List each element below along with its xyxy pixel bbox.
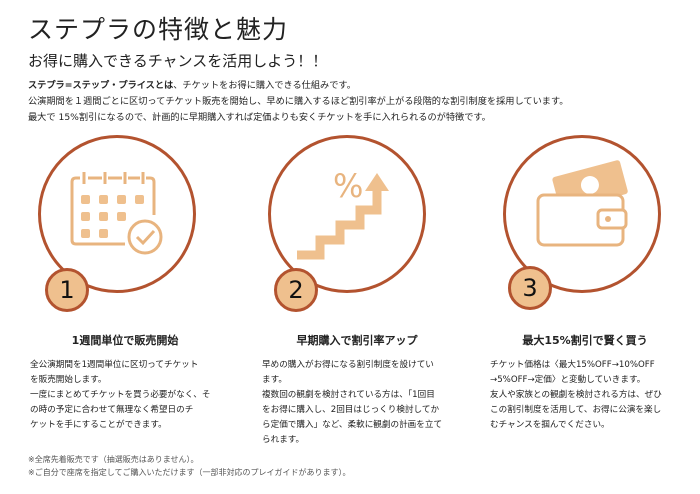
feature-2-title: 早期購入で割引率アップ bbox=[296, 334, 418, 347]
intro-line2: 公演期間を１週間ごとに区切ってチケット販売を開始し、早めに購入するほど割引率が上… bbox=[28, 96, 569, 107]
intro-bold: ステプラ=ステップ・プライスとは bbox=[28, 80, 174, 91]
feature-2-text: 早めの購入がお得になる割引制度を設けてい ます。 複数回の観劇を検討されている方は、… bbox=[262, 360, 443, 445]
footnotes: ※全席先着販売です（抽選販売はありません）。 ※ご自分で座席を指定してご購入いた… bbox=[28, 453, 350, 479]
feature-2-circle bbox=[268, 135, 426, 293]
intro-text: ステプラ=ステップ・プライスとは、チケットをお得に購入できる仕組みです。 公演期… bbox=[28, 78, 568, 126]
calendar-check-icon bbox=[70, 172, 163, 255]
feature-2: 早期購入で割引率アップ 早めの購入がお得になる割引制度を設けてい ます。 複数回の観… bbox=[262, 332, 452, 448]
feature-3-title: 最大15%割引で賢く買う bbox=[522, 334, 648, 347]
footnote: ※全席先着販売です（抽選販売はありません）。 bbox=[28, 455, 199, 464]
footnote: ※ご自分で座席を指定してご購入いただけます（一部非対応のプレイガイドがあります）… bbox=[28, 468, 351, 477]
feature-3: 最大15%割引で賢く買う チケット価格は〈最大15%OFF→10%OFF →5%O… bbox=[490, 332, 680, 433]
intro-line1: 、チケットをお得に購入できる仕組みです。 bbox=[173, 80, 356, 91]
percent-stairs-icon: % bbox=[297, 167, 389, 260]
feature-1: 1週間単位で販売開始 全公演期間を1週間単位に区切ってチケット を販売開始します。… bbox=[30, 332, 220, 433]
feature-1-text: 全公演期間を1週間単位に区切ってチケット を販売開始します。 一度にまとめてチケット… bbox=[30, 360, 211, 430]
feature-3-badge: 3 bbox=[508, 266, 552, 310]
feature-1-title: 1週間単位で販売開始 bbox=[71, 334, 179, 347]
feature-3-text: チケット価格は〈最大15%OFF→10%OFF →5%OFF→定価〉と変動していき… bbox=[490, 360, 662, 430]
page-subtitle: お得に購入できるチャンスを活用しよう！！ bbox=[28, 52, 328, 70]
page-title: ステプラの特徴と魅力 bbox=[28, 15, 289, 44]
intro-line3: 最大で 15%割引になるので、計画的に早期購入すれば定価よりも安くチケットを手に… bbox=[28, 112, 491, 123]
feature-2-badge: 2 bbox=[274, 268, 318, 312]
svg-text:%: % bbox=[333, 167, 363, 205]
feature-1-badge: 1 bbox=[45, 268, 89, 312]
wallet-money-icon bbox=[536, 160, 628, 247]
